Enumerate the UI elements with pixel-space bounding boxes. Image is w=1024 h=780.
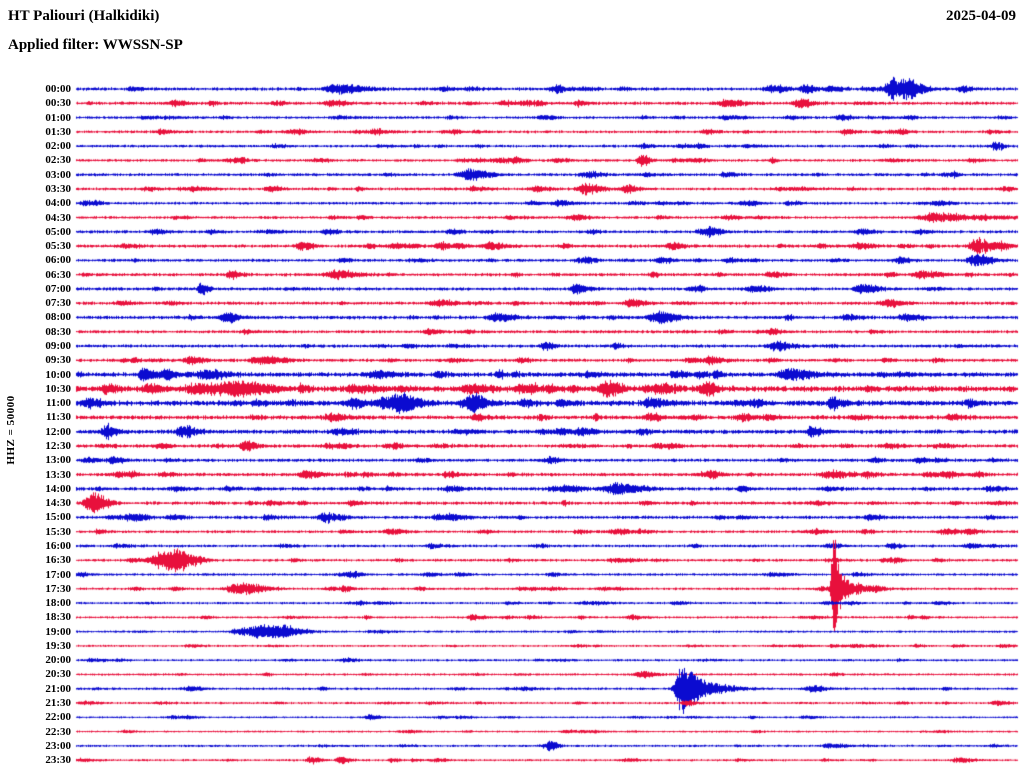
time-label: 11:00 bbox=[45, 397, 71, 410]
time-label: 08:00 bbox=[45, 311, 71, 324]
time-label: 20:30 bbox=[45, 668, 71, 681]
time-label: 17:30 bbox=[45, 582, 71, 595]
time-label: 01:30 bbox=[45, 125, 71, 138]
time-label: 05:30 bbox=[45, 240, 71, 253]
time-label: 05:00 bbox=[45, 225, 71, 238]
time-label: 15:00 bbox=[45, 511, 71, 524]
time-label: 23:30 bbox=[45, 754, 71, 767]
time-label: 14:00 bbox=[45, 482, 71, 495]
record-date: 2025-04-09 bbox=[946, 8, 1016, 24]
time-label: 09:30 bbox=[45, 354, 71, 367]
time-label: 23:00 bbox=[45, 739, 71, 752]
station-title: HT Paliouri (Halkidiki) bbox=[8, 8, 160, 24]
time-label: 00:00 bbox=[45, 83, 71, 95]
time-label: 15:30 bbox=[45, 525, 71, 538]
time-label: 21:00 bbox=[45, 682, 71, 695]
time-label: 07:30 bbox=[45, 297, 71, 310]
time-label: 04:00 bbox=[45, 197, 71, 210]
time-label: 02:00 bbox=[45, 140, 71, 153]
filter-label: Applied filter: WWSSN-SP bbox=[8, 37, 183, 53]
time-label: 18:00 bbox=[45, 597, 71, 610]
time-label: 06:30 bbox=[45, 268, 71, 281]
time-label: 22:00 bbox=[45, 711, 71, 724]
time-label: 00:30 bbox=[45, 97, 71, 110]
time-label: 14:30 bbox=[45, 497, 71, 510]
time-label: 10:00 bbox=[45, 368, 71, 381]
time-label: 12:30 bbox=[45, 440, 71, 452]
time-label: 04:30 bbox=[45, 211, 71, 224]
time-label: 02:30 bbox=[45, 154, 71, 167]
time-label: 06:00 bbox=[45, 254, 71, 267]
time-label: 13:30 bbox=[45, 468, 71, 481]
time-label: 17:00 bbox=[45, 568, 71, 581]
time-label: 20:00 bbox=[45, 654, 71, 667]
time-label: 08:30 bbox=[45, 325, 71, 338]
time-label: 18:30 bbox=[45, 611, 71, 624]
time-label: 09:00 bbox=[45, 340, 71, 353]
time-label: 19:00 bbox=[45, 625, 71, 638]
time-label: 07:00 bbox=[45, 282, 71, 295]
time-label: 12:00 bbox=[45, 425, 71, 438]
time-label: 03:30 bbox=[45, 182, 71, 195]
time-label: 10:30 bbox=[45, 382, 71, 395]
time-label: 11:30 bbox=[45, 411, 71, 424]
time-label: 13:00 bbox=[45, 454, 71, 467]
time-label: 16:30 bbox=[45, 554, 71, 567]
time-label: 21:30 bbox=[45, 697, 71, 710]
time-label: 01:00 bbox=[45, 111, 71, 124]
time-label: 03:00 bbox=[45, 168, 71, 181]
time-label: 22:30 bbox=[45, 725, 71, 738]
time-label: 19:30 bbox=[45, 639, 71, 652]
time-label: 16:00 bbox=[45, 539, 71, 552]
